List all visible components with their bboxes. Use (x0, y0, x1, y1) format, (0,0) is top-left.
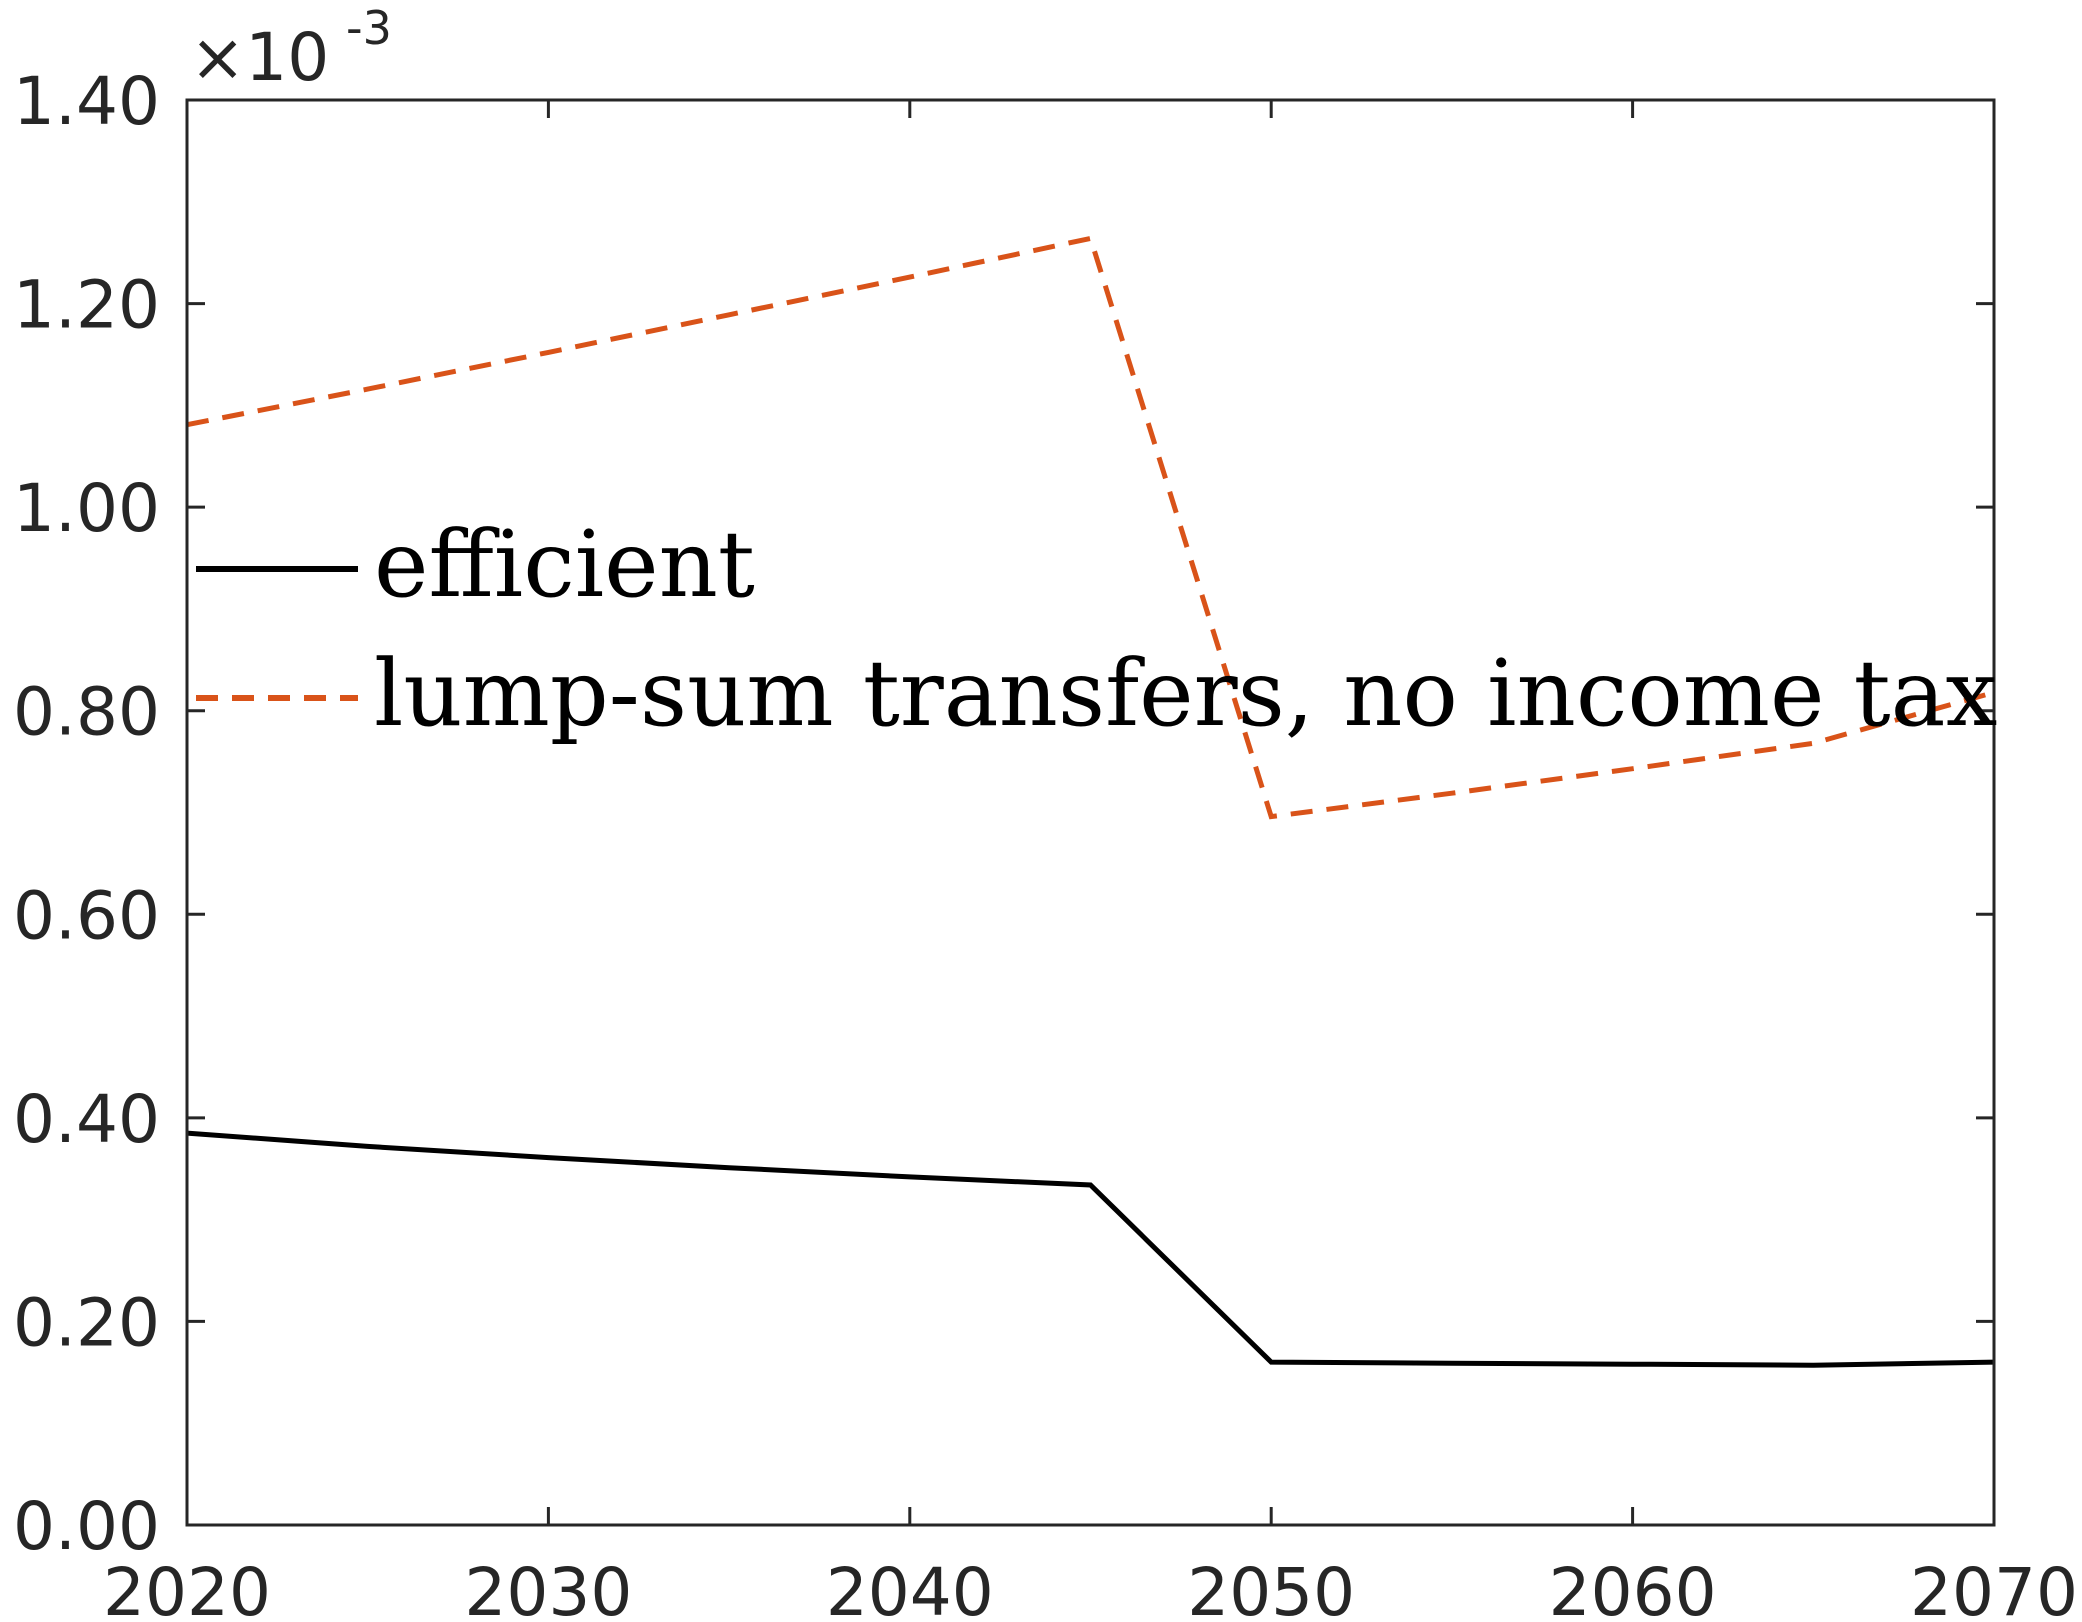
y-tick-label: 0.20 (13, 1284, 160, 1361)
axes-box (185, 98, 1996, 1527)
x-tick-label: 2070 (1910, 1554, 2078, 1622)
series-line-0 (186, 1130, 1995, 1368)
y-exponent-power: -3 (346, 1, 392, 55)
x-tick-label: 2030 (464, 1554, 632, 1622)
y-tick-label: 1.00 (13, 470, 160, 547)
x-tick-label: 2040 (826, 1554, 994, 1622)
series-line-1 (186, 235, 1995, 820)
legend-label-lump-sum: lump-sum transfers, no income tax (374, 640, 1997, 747)
y-tick-label: 0.00 (13, 1488, 160, 1565)
x-tick-label: 2020 (103, 1554, 271, 1622)
legend: efficient lump-sum transfers, no income … (196, 511, 1997, 747)
plot-area (187, 100, 1994, 1525)
legend-label-efficient: efficient (374, 511, 755, 618)
x-tick-label: 2050 (1187, 1554, 1355, 1622)
y-tick-label: 0.40 (13, 1081, 160, 1158)
series-layer (186, 235, 1995, 1368)
y-tick-label: 1.20 (13, 267, 160, 344)
labels-layer: 2020 2030 2040 2050 2060 2070 0.00 0.20 0.40 0.60… (13, 63, 2078, 1622)
y-exponent-base: ×10 (190, 19, 329, 96)
y-tick-label: 1.40 (13, 63, 160, 140)
y-exponent-label: ×10 -3 (190, 1, 392, 96)
y-tick-label: 0.60 (13, 877, 160, 954)
x-tick-label: 2060 (1549, 1554, 1717, 1622)
y-tick-label: 0.80 (13, 674, 160, 751)
